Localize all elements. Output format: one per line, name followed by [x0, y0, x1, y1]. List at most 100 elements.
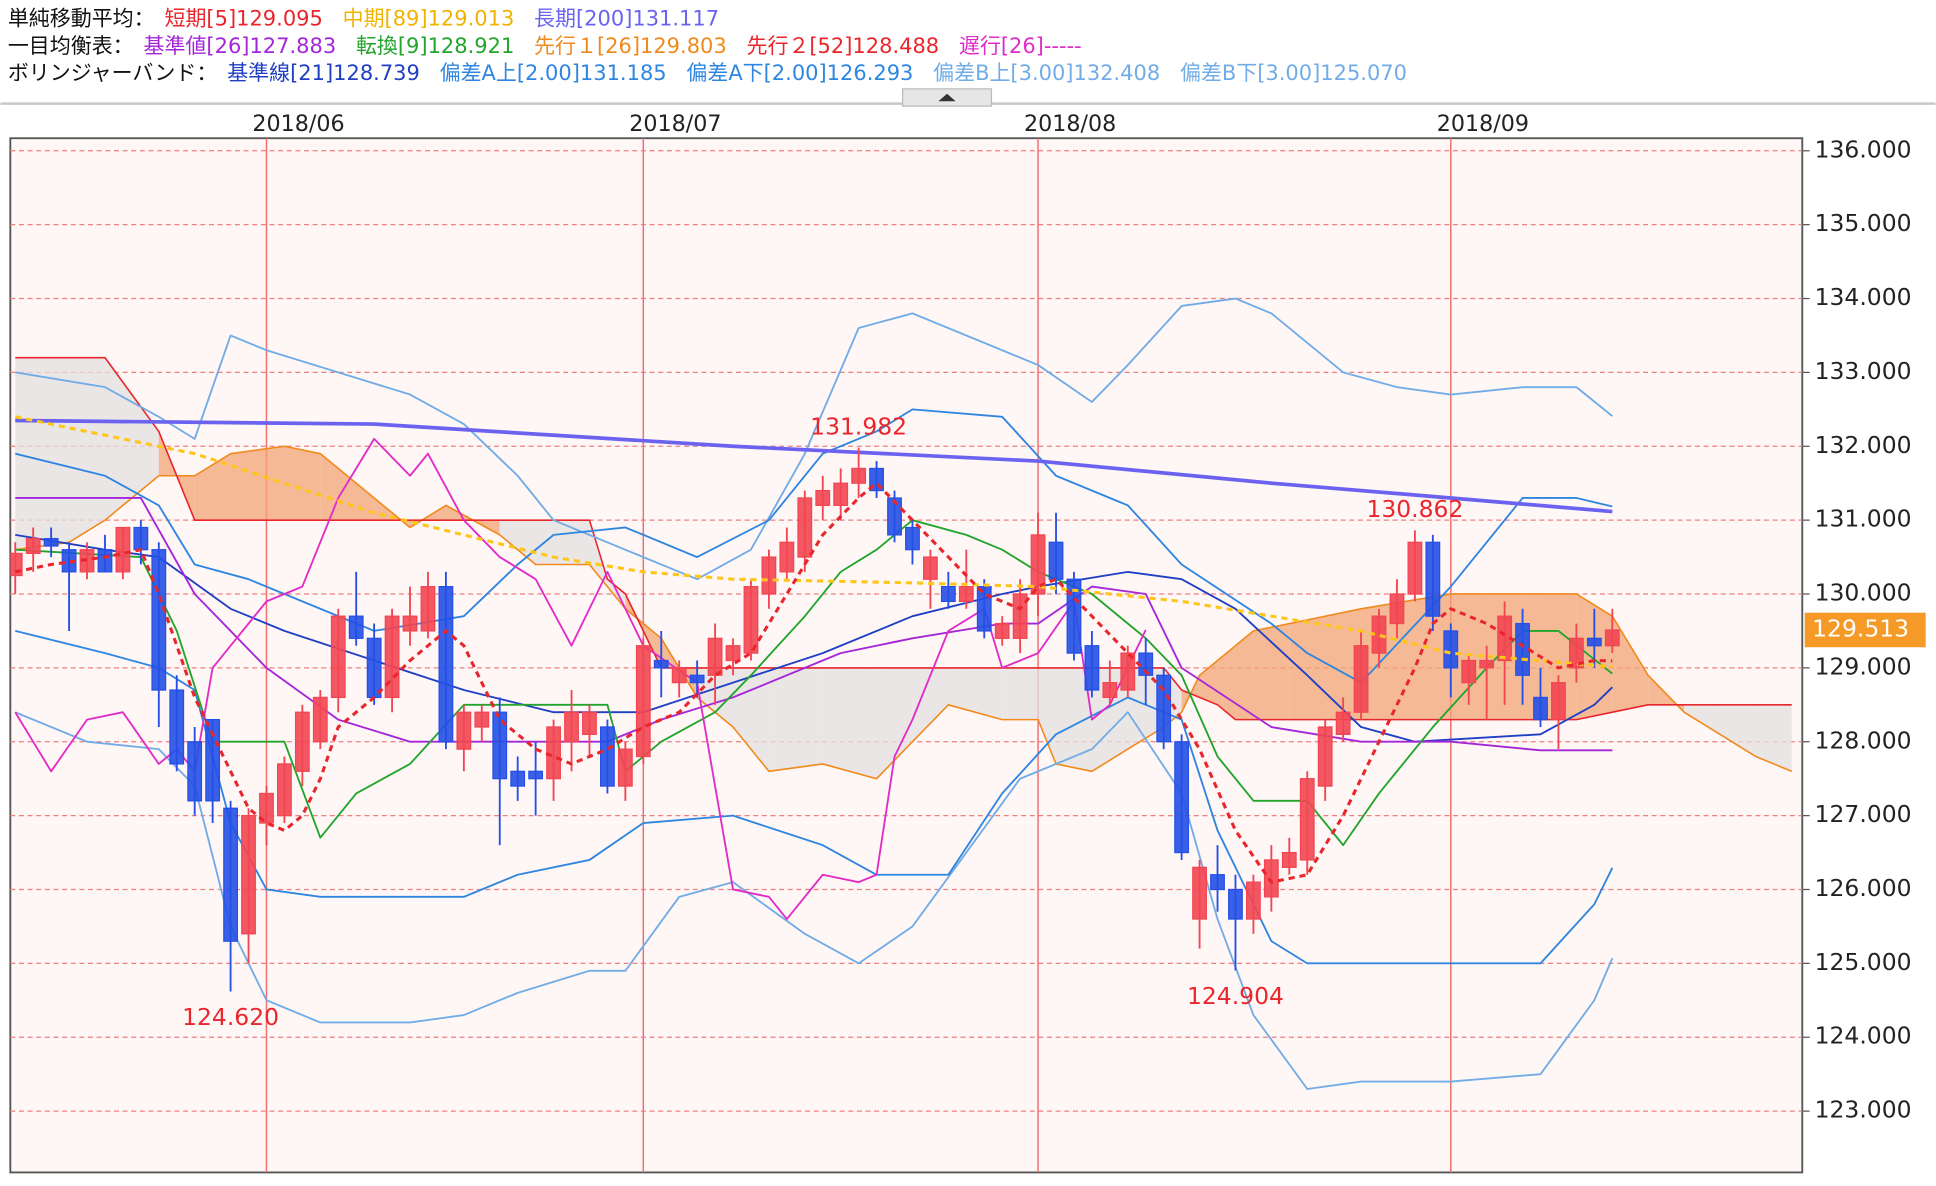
candle-body [223, 807, 238, 942]
candle-body [402, 615, 418, 632]
x-tick-label: 2018/08 [1024, 111, 1116, 137]
legend-item: 短期[5]129.095 [165, 7, 323, 31]
candle-body [294, 711, 310, 772]
candle-body [151, 549, 167, 691]
cloud-segment [912, 667, 949, 742]
candle-body [1515, 622, 1530, 676]
cloud-segment [1253, 623, 1290, 720]
last-price-box [1804, 612, 1926, 648]
candle-body [797, 497, 813, 558]
y-tick-label: 135.000 [1815, 209, 1912, 237]
candle-body [169, 689, 185, 765]
candle-body [833, 482, 849, 506]
candle-body [420, 586, 436, 632]
candle-body [1281, 851, 1297, 868]
candle-body [187, 741, 203, 802]
indicator-line [14, 711, 1614, 1090]
collapse-icon [938, 93, 956, 102]
y-tick-label: 127.000 [1815, 800, 1912, 828]
y-tick-label: 128.000 [1815, 726, 1912, 754]
candle-body [1246, 881, 1261, 920]
cloud-segment [1612, 616, 1649, 713]
legend-title: ボリンジャーバンド： [8, 61, 217, 85]
candle-body [330, 615, 346, 699]
cloud-segment [15, 357, 70, 550]
legend-item: 長期[200]131.117 [534, 7, 719, 31]
cloud-segment [1235, 630, 1254, 720]
candle-body [241, 815, 256, 935]
indicator-line [15, 519, 1613, 847]
candle-body [1551, 682, 1566, 721]
candle-body [635, 645, 651, 758]
candle-body [725, 645, 741, 662]
candle-body [1120, 652, 1136, 691]
candle-body [277, 763, 292, 817]
cloud-segment [768, 667, 823, 772]
legend-item: 中期[89]129.013 [343, 7, 515, 31]
candle-body [671, 667, 687, 684]
cloud-segment [1719, 704, 1756, 757]
candle-body [1335, 711, 1351, 735]
y-tick-label: 126.000 [1815, 874, 1912, 902]
cloud-segment [1002, 667, 1039, 720]
cloud-segment [230, 446, 285, 521]
candle-body [1317, 726, 1333, 787]
candle-body [205, 718, 221, 802]
legend-row: ボリンジャーバンド： 基準線[21]128.739 偏差A上[2.00]131.18… [8, 61, 1407, 85]
cloud-segment [822, 667, 877, 779]
candle-body [1012, 593, 1028, 639]
candle-body [1156, 674, 1172, 743]
indicator-line [15, 418, 1613, 514]
candle-body [259, 792, 274, 824]
candle-body [1533, 696, 1548, 721]
candle-body [743, 586, 759, 654]
candle-body [1030, 534, 1046, 595]
candle-body [761, 556, 777, 595]
x-tick-label: 2018/06 [252, 111, 344, 137]
candle-body [815, 489, 831, 506]
plot: 131.982 130.862 124.620 124.904 [10, 297, 1793, 1090]
legend-item: 基準線[21]128.739 [227, 61, 420, 85]
cloud-segment [320, 453, 375, 521]
legend-item: 偏差A上[2.00]131.185 [440, 61, 667, 85]
annotation: 124.904 [1187, 982, 1284, 1010]
annotation: 130.862 [1366, 495, 1463, 523]
legend-item: 転換[9]128.921 [356, 34, 514, 58]
candle-body [1102, 682, 1118, 699]
candle-body [133, 526, 149, 551]
candle-body [438, 586, 454, 743]
candle-body [1443, 630, 1459, 669]
y-tick-label: 133.000 [1815, 357, 1912, 385]
y-tick-label: 132.000 [1815, 431, 1912, 459]
candle-body [958, 586, 974, 603]
candle-body [492, 711, 508, 780]
indicator-line [15, 533, 1613, 743]
cloud-segment [948, 667, 1003, 720]
cloud-segment [1289, 608, 1362, 720]
candle-body [10, 552, 23, 577]
legend-item: 遅行[26]----- [959, 34, 1082, 58]
candle-body [923, 556, 938, 580]
y-tick-label: 130.000 [1815, 579, 1912, 607]
cloud-segment [535, 520, 590, 565]
legend-item: 偏差B下[3.00]125.070 [1180, 61, 1407, 85]
candle-body [1353, 645, 1369, 713]
axis: 123.000 124.000 125.000 126.000 127.000 128.0… [252, 111, 1926, 1124]
legend-item: 偏差B上[3.00]132.408 [933, 61, 1160, 85]
candle-body [689, 674, 705, 684]
candle-body [887, 497, 902, 536]
candle-body [707, 637, 723, 676]
candle-body [43, 537, 59, 547]
candle-body [1066, 578, 1082, 654]
candle-body [1084, 645, 1100, 691]
candle-body [546, 726, 561, 780]
cloud-segment [499, 520, 536, 565]
cloud-segment [1056, 667, 1092, 772]
legend-title: 単純移動平均： [8, 7, 155, 31]
cloud-segment [1684, 704, 1720, 735]
candle-body [1228, 888, 1243, 920]
legend-row: 単純移動平均： 短期[5]129.095 中期[89]129.013 長期[200]1… [8, 7, 719, 31]
candle-body [456, 711, 472, 750]
candle-body [653, 659, 669, 669]
candle-body [1586, 637, 1602, 647]
